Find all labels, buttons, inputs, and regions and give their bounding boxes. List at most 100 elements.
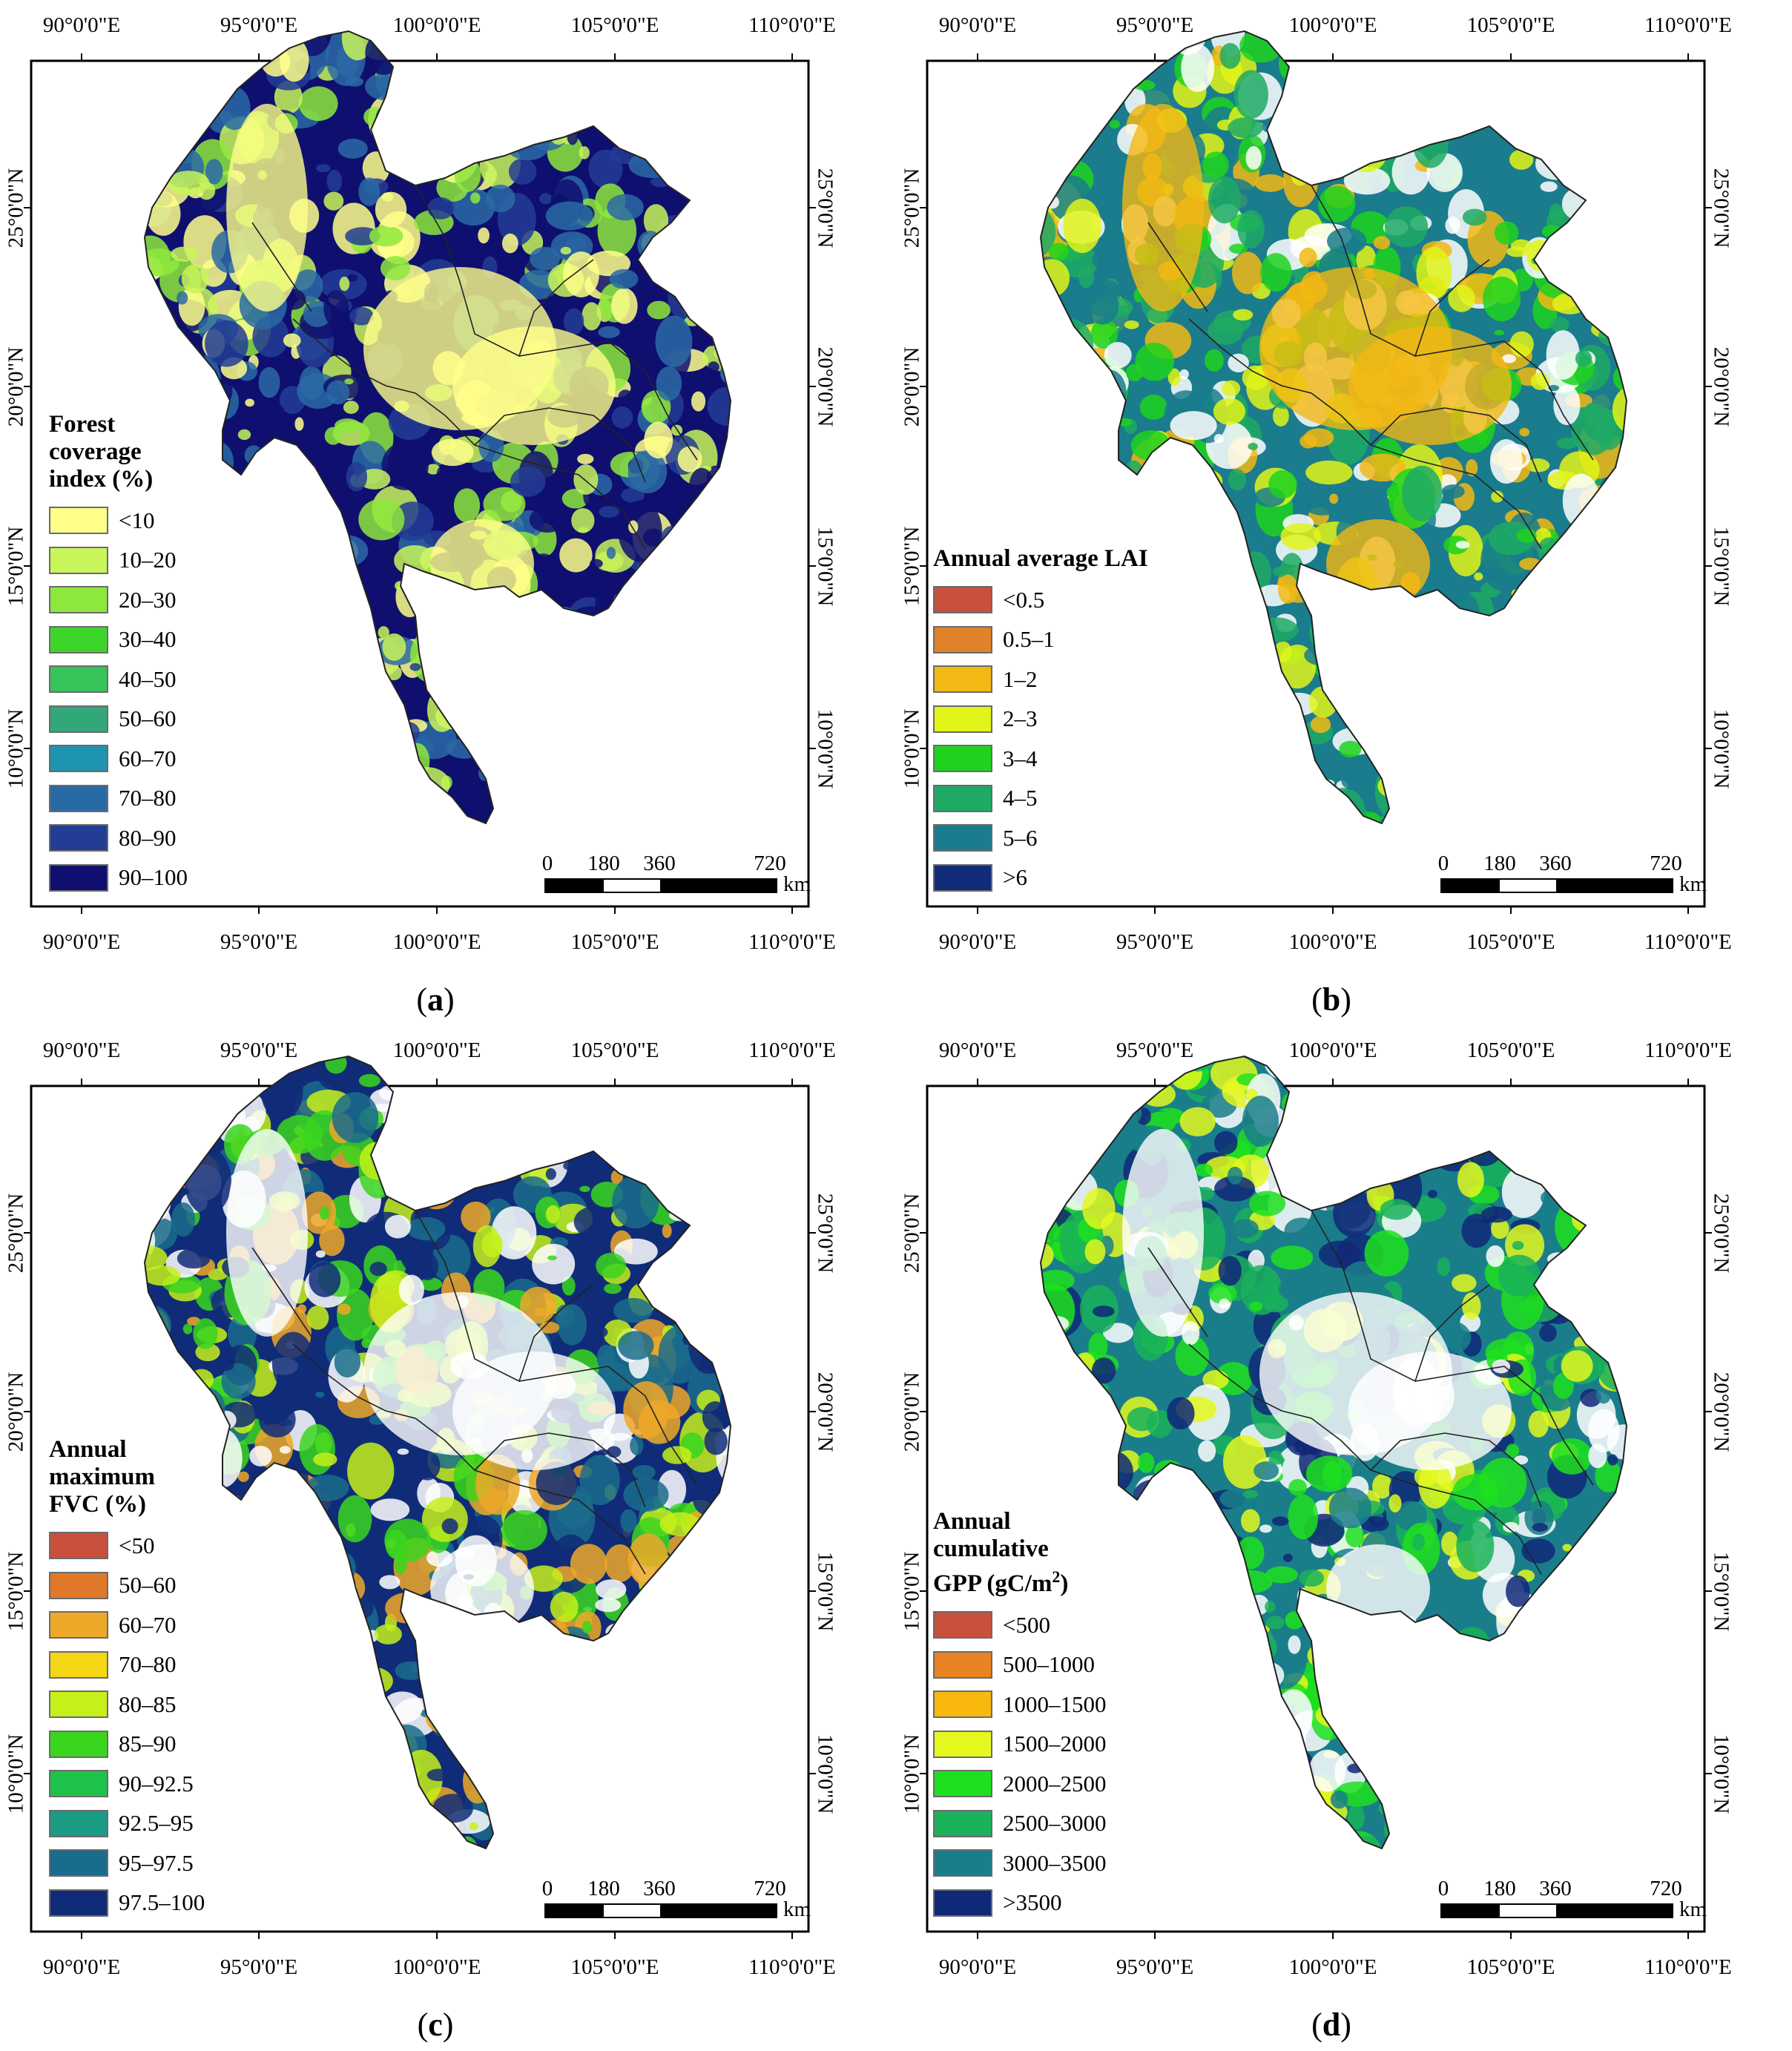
lon-label-bottom: 100°0'0"E <box>392 930 481 954</box>
legend-item: 60–70 <box>49 1605 205 1645</box>
legend: Forest coverage index (%) <10 10–20 20–30 30–4… <box>49 411 188 898</box>
legend-swatch <box>49 625 108 654</box>
lon-label-bottom: 110°0'0"E <box>1644 1955 1732 1979</box>
legend-label: 97.5–100 <box>119 1889 205 1916</box>
legend-item: 3000–3500 <box>933 1843 1107 1883</box>
map-canvas <box>24 1055 816 1939</box>
legend-item: 70–80 <box>49 779 188 819</box>
lon-label-top: 95°0'0"E <box>220 1038 298 1062</box>
legend-swatch <box>49 507 108 535</box>
scale-tick-label: 0 <box>541 1877 553 1900</box>
legend-label: 70–80 <box>119 1651 177 1678</box>
scale-tick-label: 360 <box>1539 852 1572 875</box>
legend: Annual cumulative GPP (gC/m2) <500 500–1000 1… <box>933 1508 1107 1923</box>
legend-swatch <box>49 863 108 892</box>
legend-label: 10–20 <box>119 547 177 573</box>
lon-label-bottom: 100°0'0"E <box>1288 1955 1377 1979</box>
legend-label: 30–40 <box>119 626 177 653</box>
map-panel-a: 90°0'0"E 90°0'0"E 95°0'0"E 95°0'0"E 100°0'0"… <box>0 0 896 1025</box>
legend-item: 92.5–95 <box>49 1804 205 1844</box>
legend-swatch <box>933 705 992 733</box>
country-border <box>518 1284 594 1382</box>
map-frame <box>30 1084 810 1933</box>
legend-swatch <box>49 1650 108 1679</box>
lon-label-bottom: 110°0'0"E <box>748 930 836 954</box>
legend-label: 2500–3000 <box>1003 1810 1107 1837</box>
map-panel-b: 90°0'0"E 90°0'0"E 95°0'0"E 95°0'0"E 100°0'0"… <box>896 0 1792 1025</box>
legend-label: >6 <box>1003 864 1027 891</box>
legend-label: 95–97.5 <box>119 1849 194 1876</box>
scale-tick-label: 0 <box>1437 1877 1449 1900</box>
legend-label: 500–1000 <box>1003 1651 1095 1678</box>
legend-item: 70–80 <box>49 1645 205 1685</box>
lon-label-bottom: 90°0'0"E <box>938 930 1017 954</box>
legend-item: 50–60 <box>49 699 188 740</box>
lon-label-bottom: 110°0'0"E <box>748 1955 836 1979</box>
legend-label: 60–70 <box>119 745 177 771</box>
lon-label-bottom: 95°0'0"E <box>1116 930 1194 954</box>
lon-label-bottom: 105°0'0"E <box>1466 930 1555 954</box>
legend-item: 1000–1500 <box>933 1685 1107 1725</box>
lat-label-right: 15°0'0"N <box>813 1551 837 1631</box>
legend-item: 50–60 <box>49 1566 205 1606</box>
legend-swatch <box>49 1532 108 1560</box>
scale-bar-graphic <box>1440 878 1673 893</box>
legend-title: Forest coverage index (%) <box>49 411 154 493</box>
scale-tick-label: 360 <box>643 852 676 875</box>
country-border <box>1188 1343 1542 1575</box>
legend-label: 85–90 <box>119 1731 177 1757</box>
legend-label: 50–60 <box>119 1572 177 1599</box>
lat-label-right: 25°0'0"N <box>813 1193 837 1273</box>
legend-label: 50–60 <box>119 705 177 732</box>
scale-tick-label: 180 <box>1483 1877 1516 1900</box>
lat-label-left: 15°0'0"N <box>4 526 28 606</box>
lon-label-top: 95°0'0"E <box>1116 1038 1194 1062</box>
legend-swatch <box>49 1571 108 1599</box>
lat-label-left: 15°0'0"N <box>900 1551 924 1631</box>
legend-item: 3–4 <box>933 739 1148 779</box>
lon-label-top: 110°0'0"E <box>1644 1038 1732 1062</box>
coastline <box>143 1055 732 1850</box>
legend-item: 80–90 <box>49 818 188 858</box>
coastline <box>1039 1055 1628 1850</box>
map-canvas <box>920 1055 1712 1939</box>
lat-label-left: 10°0'0"N <box>900 1734 924 1814</box>
legend-label: 1500–2000 <box>1003 1731 1107 1757</box>
lon-label-bottom: 90°0'0"E <box>938 1955 1017 1979</box>
lat-label-left: 25°0'0"N <box>900 1193 924 1273</box>
panel-caption: (d) <box>1311 2006 1351 2043</box>
legend-item: 0.5–1 <box>933 620 1148 660</box>
lat-label-left: 25°0'0"N <box>4 168 28 248</box>
legend-label: 0.5–1 <box>1003 626 1055 653</box>
lat-label-right: 20°0'0"N <box>1709 346 1733 427</box>
lat-label-right: 20°0'0"N <box>813 346 837 427</box>
legend-swatch <box>49 1809 108 1837</box>
lat-label-right: 10°0'0"N <box>813 708 837 789</box>
map-frame <box>30 59 810 908</box>
legend-item: 95–97.5 <box>49 1843 205 1883</box>
map-frame <box>926 1084 1706 1933</box>
country-border <box>1188 318 1542 550</box>
lat-label-left: 20°0'0"N <box>900 346 924 427</box>
scale-unit: km <box>1679 872 1707 896</box>
legend-swatch <box>49 705 108 733</box>
legend-label: 60–70 <box>119 1611 177 1638</box>
legend-item: <50 <box>49 1526 205 1566</box>
country-border <box>251 222 312 312</box>
map-canvas <box>24 30 816 914</box>
country-border <box>1147 1247 1208 1337</box>
lon-label-bottom: 105°0'0"E <box>570 1955 659 1979</box>
country-border <box>292 318 646 550</box>
legend-swatch <box>933 1889 992 1917</box>
lon-label-bottom: 95°0'0"E <box>1116 1955 1194 1979</box>
scale-tick-label: 720 <box>754 852 786 875</box>
legend-label: 40–50 <box>119 665 177 692</box>
legend-swatch <box>933 1730 992 1758</box>
legend-item: 20–30 <box>49 580 188 620</box>
country-border <box>415 185 698 461</box>
lat-label-left: 15°0'0"N <box>4 1551 28 1631</box>
scale-tick-label: 720 <box>1650 1877 1682 1900</box>
scale-tick-label: 720 <box>754 1877 786 1900</box>
lon-label-bottom: 95°0'0"E <box>220 1955 298 1979</box>
legend-item: 10–20 <box>49 541 188 581</box>
